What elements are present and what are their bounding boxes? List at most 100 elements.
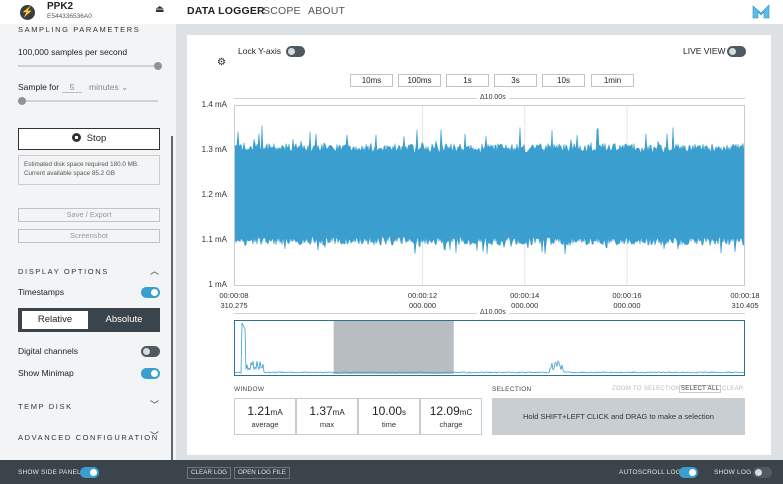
x-tick-time: 00:00:12 [407,291,438,300]
charge-stat: 12.09mC charge [420,398,482,435]
x-tick-time: 00:00:18 [730,291,760,300]
window-100ms-button[interactable]: 100ms [398,74,441,87]
y-tick-label: 1.3 mA [201,145,227,154]
relative-option[interactable]: Relative [22,311,88,329]
window-1s-button[interactable]: 1s [446,74,489,87]
screenshot-button[interactable]: Screenshot [18,229,160,243]
average-unit: mA [270,408,283,417]
clear-selection-button[interactable]: CLEAR [722,386,744,392]
save-export-button[interactable]: Save / Export [18,208,160,222]
select-all-button[interactable]: SELECT ALL [679,385,722,393]
main-area: ⚙ Lock Y-axis LIVE VIEW 10ms 100ms 1s 3s… [176,24,783,460]
sample-unit-select[interactable]: minutes ⌄ [89,82,128,93]
x-tick-subsecond: 000.000 [408,301,437,310]
data-logger-card: ⚙ Lock Y-axis LIVE VIEW 10ms 100ms 1s 3s… [187,35,771,455]
live-view-toggle[interactable] [727,46,746,57]
time-value: 10.00 [371,404,403,418]
timestamp-mode-switch: Relative Absolute [18,308,160,332]
time-unit: s [402,408,407,417]
sample-unit-label: minutes [89,82,119,92]
x-tick-time: 00:00:08 [219,291,249,300]
device-serial: E544336536A0 [47,13,92,20]
lock-y-axis-toggle[interactable] [286,46,305,57]
tab-data-logger[interactable]: DATA LOGGER [187,5,265,17]
charge-unit: mC [459,408,473,417]
device-name: PPK2 [47,1,74,12]
window-span-label: Δ10.00s [477,94,509,101]
y-tick-label: 1.1 mA [201,235,227,244]
x-tick-time: 00:00:14 [510,291,540,300]
current-chart[interactable] [234,105,745,286]
chevron-down-icon[interactable]: ﹀ [150,400,160,410]
stop-label: Stop [86,133,107,144]
top-bar: ⚡ PPK2 E544336536A0 ⏏ DATA LOGGER SCOPE … [0,0,783,24]
timestamps-toggle[interactable] [141,287,160,298]
window-title: WINDOW [234,386,265,393]
minimap-signal [234,322,745,374]
window-1min-button[interactable]: 1min [591,74,634,87]
charge-label: charge [439,420,463,429]
display-options-title: DISPLAY OPTIONS [18,267,109,276]
nordic-logo-icon [752,4,770,19]
disk-space-info: Estimated disk space required 180.0 MB. … [18,155,160,185]
minimap[interactable] [234,320,745,376]
sidebar-scrollbar[interactable] [171,136,173,481]
lock-y-axis-label: Lock Y-axis [238,46,281,56]
live-view-label: LIVE VIEW [683,46,726,56]
charge-value: 12.09 [429,404,460,418]
chevron-up-icon[interactable]: ︿ [150,266,160,276]
time-label: time [381,420,397,429]
open-log-file-button[interactable]: OPEN LOG FILE [234,467,290,479]
clear-log-button[interactable]: CLEAR LOG [187,467,232,479]
minimap-selection[interactable] [333,321,454,374]
bolt-icon: ⚡ [20,5,35,20]
digital-channels-label: Digital channels [18,346,79,356]
samples-slider-knob[interactable] [154,62,162,70]
minimap-border [234,320,745,376]
tab-scope[interactable]: SCOPE [263,5,301,17]
disk-available-text: Current available space 85.2 GB [24,170,116,177]
window-3s-button[interactable]: 3s [494,74,537,87]
autoscroll-log-label: AUTOSCROLL LOG [619,469,682,476]
sampling-parameters-title: SAMPLING PARAMETERS [18,25,141,34]
chevron-down-icon: ⌄ [121,82,129,92]
temp-disk-title[interactable]: TEMP DISK [18,402,73,411]
tab-about[interactable]: ABOUT [308,5,346,17]
x-tick-subsecond: 000.000 [613,301,641,310]
samples-slider-track[interactable] [18,65,158,67]
x-tick-subsecond: 310.275 [220,301,248,310]
sample-duration-input[interactable]: 5 [62,82,82,93]
show-side-panel-toggle[interactable] [80,467,99,478]
minimap-span-label: Δ10.00s [477,309,509,316]
max-unit: mA [332,408,345,417]
y-tick-label: 1.4 mA [201,100,227,109]
autoscroll-log-toggle[interactable] [679,467,698,478]
gear-icon[interactable]: ⚙ [217,57,226,68]
side-panel: SAMPLING PARAMETERS 100,000 samples per … [0,24,176,481]
average-stat: 1.21mA average [234,398,296,435]
selection-title: SELECTION [492,386,532,393]
window-10ms-button[interactable]: 10ms [350,74,393,87]
timestamps-label: Timestamps [18,287,64,297]
show-minimap-toggle[interactable] [141,368,160,379]
chevron-down-icon[interactable]: ﹀ [150,431,160,441]
duration-slider-knob[interactable] [18,97,26,105]
advanced-configuration-title[interactable]: ADVANCED CONFIGURATION [18,433,159,442]
max-value: 1.37 [309,404,333,418]
absolute-option[interactable]: Absolute [105,314,143,325]
selection-hint: Hold SHIFT+LEFT CLICK and DRAG to make a… [492,398,745,435]
x-tick-label: 00:00:16 000.000 [602,291,652,311]
samples-per-second-label: 100,000 samples per second [18,47,128,57]
stop-icon [71,133,81,142]
x-tick-time: 00:00:16 [612,291,642,300]
sample-for-label: Sample for [18,82,60,92]
window-10s-button[interactable]: 10s [542,74,585,87]
eject-icon[interactable]: ⏏ [155,4,165,15]
digital-channels-toggle[interactable] [141,346,160,357]
y-tick-label: 1 mA [208,280,227,289]
show-log-toggle[interactable] [753,467,772,478]
stop-button[interactable]: Stop [18,128,160,150]
x-tick-label: 00:00:12 000.000 [398,291,448,311]
duration-slider-track[interactable] [18,100,158,102]
zoom-to-selection-button[interactable]: ZOOM TO SELECTION [612,386,681,392]
